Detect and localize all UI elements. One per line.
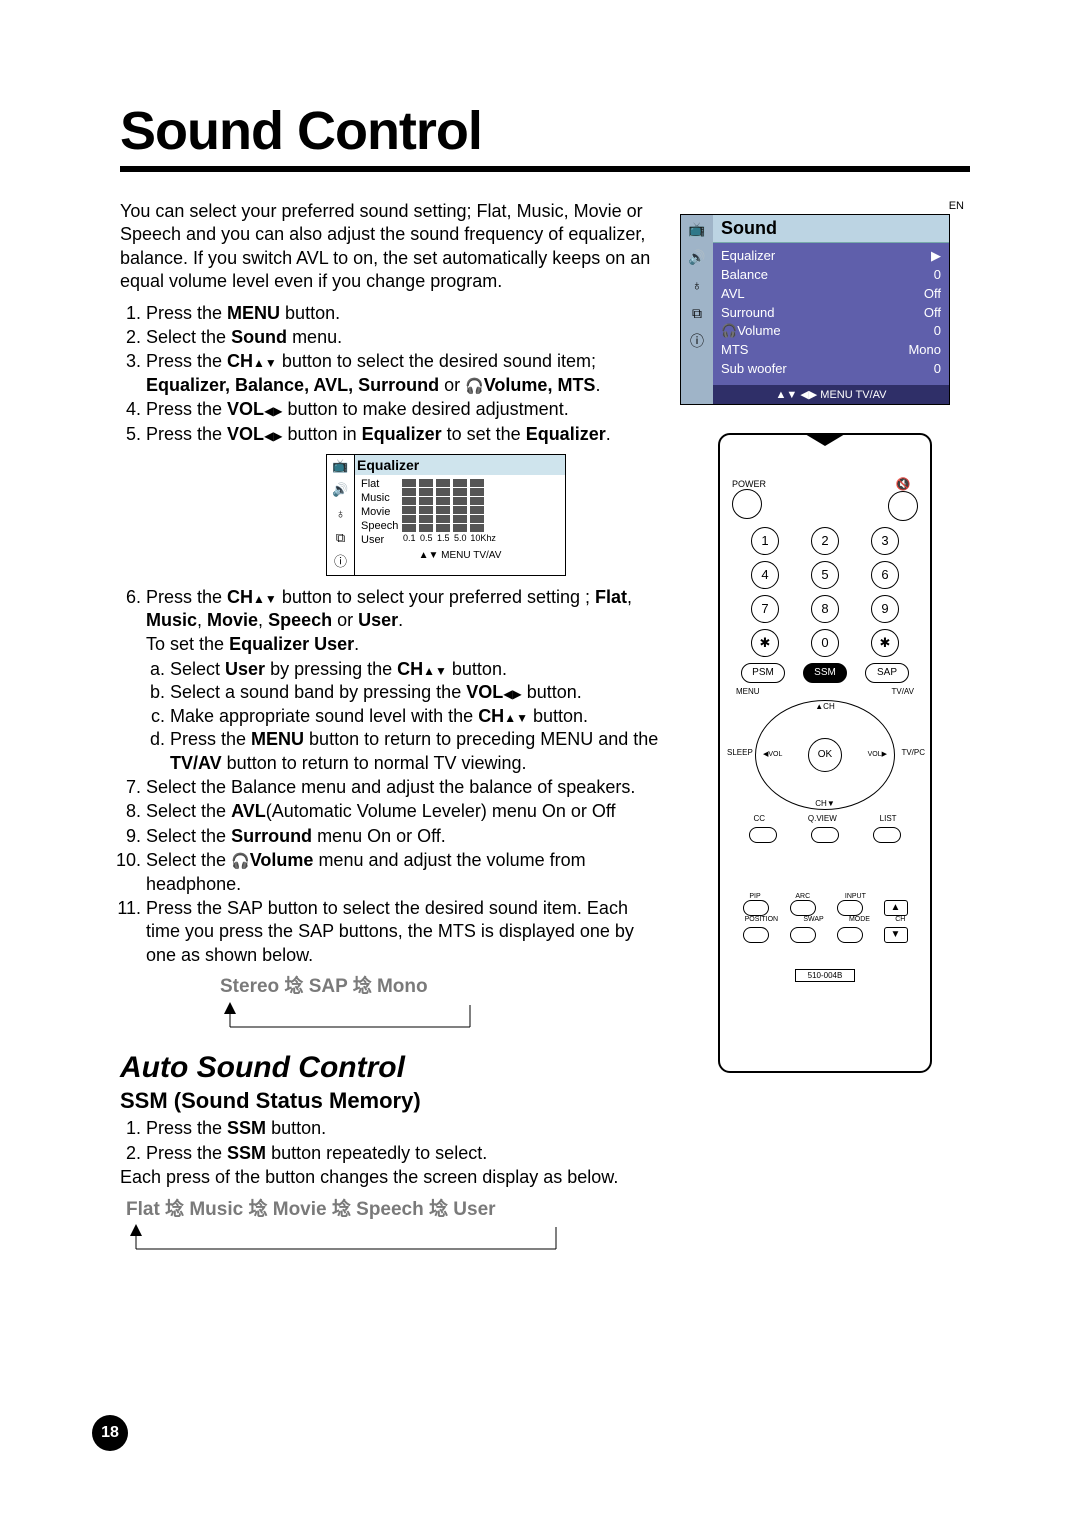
step-6d: Press the MENU button to return to prece… (170, 728, 664, 775)
step-6a: Select User by pressing the CH button. (170, 658, 664, 681)
eq-bars (402, 477, 559, 533)
ch-down[interactable]: CH▼ (815, 799, 834, 808)
star-left[interactable]: ✱ (751, 629, 779, 657)
step-11: Press the SAP button to select the desir… (146, 897, 664, 967)
swap-button[interactable] (790, 927, 816, 943)
osd-footer: ▲▼ ◀▶ MENU TV/AV (713, 385, 949, 404)
intro-text: You can select your preferred sound sett… (120, 200, 664, 294)
mode-button[interactable] (837, 927, 863, 943)
num-8[interactable]: 8 (811, 595, 839, 623)
eq-sidebar-icons: 📺🔊♁⧉ⓘ (327, 455, 355, 575)
sound-osd: 📺🔊♁⧉ⓘ Sound Equalizer▶ Balance0 AVLOff S… (680, 214, 950, 405)
input-button[interactable] (837, 900, 863, 916)
step-9: Select the Surround menu On or Off. (146, 825, 664, 848)
num-9[interactable]: 9 (871, 595, 899, 623)
ssm-heading: SSM (Sound Status Memory) (120, 1087, 664, 1116)
osd-title: Sound (713, 215, 949, 243)
equalizer-osd: 📺🔊♁⧉ⓘ Equalizer Flat Music Movie Speech … (326, 454, 566, 576)
ok-button[interactable]: OK (808, 738, 842, 772)
psm-button[interactable]: PSM (741, 663, 785, 683)
auto-step-2: Press the SSM button repeatedly to selec… (146, 1142, 664, 1165)
power-button[interactable] (732, 489, 762, 519)
dpad: OK ▲CH CH▼ ◀VOL VOL▶ SLEEP TV/PC (755, 700, 895, 810)
step-2: Select the Sound menu. (146, 326, 664, 349)
menu-label: MENU (736, 687, 760, 696)
num-2[interactable]: 2 (811, 527, 839, 555)
auto-note: Each press of the button changes the scr… (120, 1166, 664, 1189)
mts-cycle-arrow (220, 1002, 480, 1032)
mute-icon: 🔇 (888, 477, 918, 491)
eq-presets: Flat Music Movie Speech User (361, 477, 398, 547)
auto-heading: Auto Sound Control (120, 1048, 664, 1087)
auto-step-1: Press the SSM button. (146, 1117, 664, 1140)
power-label: POWER (732, 479, 766, 489)
pip-button[interactable] (743, 900, 769, 916)
position-button[interactable] (743, 927, 769, 943)
arc-button[interactable] (790, 900, 816, 916)
num-6[interactable]: 6 (871, 561, 899, 589)
list-button[interactable] (873, 827, 901, 843)
page-number: 18 (92, 1415, 128, 1451)
model-number: 510-004B (795, 969, 855, 982)
mts-cycle: Stereo 埝 SAP 埝 Mono (220, 975, 664, 1000)
step-1: Press the MENU button. (146, 302, 664, 325)
lang-tag: EN (680, 200, 970, 212)
osd-rows: Equalizer▶ Balance0 AVLOff SurroundOff 🎧… (713, 243, 949, 385)
osd-sidebar-icons: 📺🔊♁⧉ⓘ (681, 215, 713, 404)
cc-button[interactable] (749, 827, 777, 843)
num-3[interactable]: 3 (871, 527, 899, 555)
num-7[interactable]: 7 (751, 595, 779, 623)
tvav-label: TV/AV (891, 687, 914, 696)
sleep-label: SLEEP (727, 748, 753, 757)
num-1[interactable]: 1 (751, 527, 779, 555)
ssm-cycle-arrow (126, 1224, 566, 1254)
ssm-button[interactable]: SSM (803, 663, 847, 683)
eq-footer: ▲▼ MENU TV/AV (361, 549, 559, 562)
number-pad: 1 2 3 4 5 6 7 8 9 ✱ 0 ✱ (742, 527, 908, 657)
ssm-cycle: Flat 埝 Music 埝 Movie 埝 Speech 埝 User (126, 1198, 664, 1223)
main-text: You can select your preferred sound sett… (120, 200, 664, 1254)
page-title: Sound Control (120, 100, 970, 172)
step-10: Select the 🎧Volume menu and adjust the v… (146, 849, 664, 896)
eq-freq-labels: 0.10.51.55.010Khz (402, 533, 559, 545)
remote-diagram: POWER 🔇 1 2 3 4 5 6 7 8 9 ✱ 0 (718, 433, 932, 1073)
step-6b: Select a sound band by pressing the VOL … (170, 681, 664, 704)
vol-down[interactable]: ◀VOL (763, 750, 782, 758)
step-6: Press the CH button to select your prefe… (146, 586, 664, 775)
tvpc-label: TV/PC (901, 748, 925, 757)
step-4: Press the VOL button to make desired adj… (146, 398, 664, 421)
eq-title: Equalizer (355, 455, 565, 475)
step-5: Press the VOL button in Equalizer to set… (146, 423, 664, 576)
num-5[interactable]: 5 (811, 561, 839, 589)
num-0[interactable]: 0 (811, 629, 839, 657)
mute-button[interactable] (888, 491, 918, 521)
ch-step-up[interactable]: ▲ (884, 900, 908, 916)
qview-button[interactable] (811, 827, 839, 843)
step-3: Press the CH button to select the desire… (146, 350, 664, 397)
num-4[interactable]: 4 (751, 561, 779, 589)
ch-up[interactable]: ▲CH (815, 702, 834, 711)
sap-button[interactable]: SAP (865, 663, 909, 683)
ch-step-down[interactable]: ▼ (884, 927, 908, 943)
step-7: Select the Balance menu and adjust the b… (146, 776, 664, 799)
vol-up[interactable]: VOL▶ (868, 750, 887, 758)
step-6c: Make appropriate sound level with the CH… (170, 705, 664, 728)
step-8: Select the AVL(Automatic Volume Leveler)… (146, 800, 664, 823)
star-right[interactable]: ✱ (871, 629, 899, 657)
